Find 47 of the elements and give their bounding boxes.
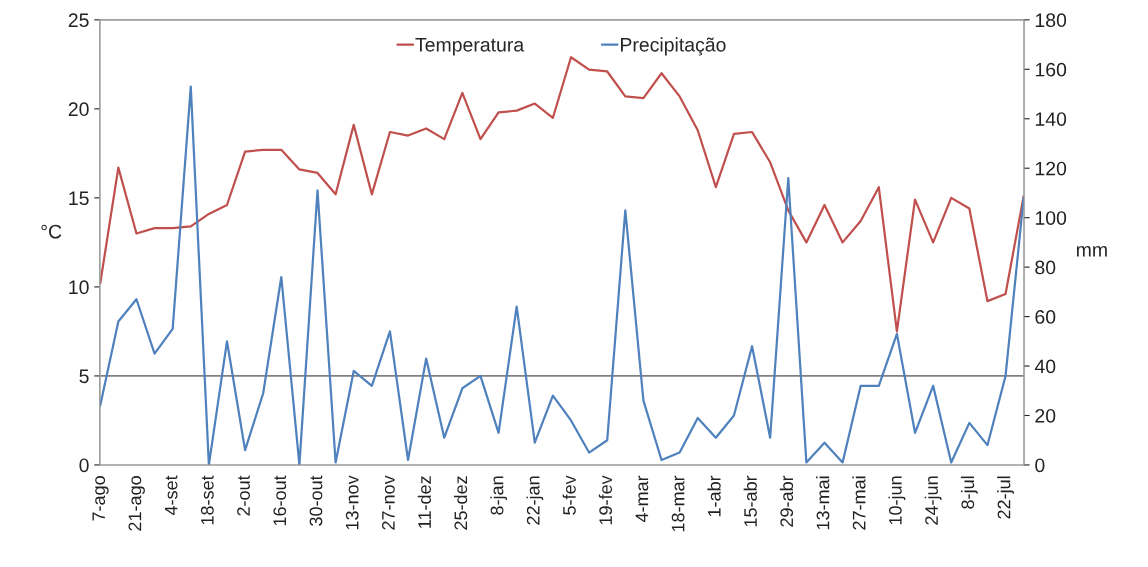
y2-tick-label: 160 bbox=[1035, 62, 1067, 77]
y-axis-title: °C bbox=[41, 224, 62, 239]
y2-tick-label: 140 bbox=[1035, 112, 1067, 126]
y-tick-label: 0 bbox=[79, 458, 89, 473]
x-tick-label: 19-fev bbox=[598, 475, 613, 525]
x-tick-label: 2-out bbox=[237, 475, 250, 516]
x-tick-label: 4-set bbox=[164, 475, 178, 516]
x-tick-label: 8-jan bbox=[490, 476, 507, 515]
x-tick-label: 18-set bbox=[200, 475, 214, 525]
x-tick-label: 22-jan bbox=[526, 476, 544, 525]
x-tick-label: 25-dez bbox=[453, 476, 468, 530]
y2-tick-label: 40 bbox=[1034, 359, 1056, 374]
x-tick-label: 16-out bbox=[273, 475, 287, 526]
y-tick-label: 10 bbox=[69, 280, 89, 295]
y-tick-label: 15 bbox=[69, 191, 89, 206]
x-tick-label: 4-mar bbox=[635, 475, 649, 523]
y2-tick-label: 80 bbox=[1035, 260, 1056, 275]
line-series bbox=[99, 56, 1025, 333]
x-tick-label: 15-abr bbox=[743, 475, 757, 527]
y2-tick-label: 0 bbox=[1035, 458, 1045, 473]
x-tick-label: 27-mai bbox=[852, 476, 866, 530]
x-tick-label: 22-jul bbox=[997, 476, 1014, 519]
y2-tick-label: 20 bbox=[1035, 408, 1056, 423]
x-tick-label: 29-abr bbox=[779, 475, 794, 527]
x-tick-label: 18-mar bbox=[671, 475, 685, 532]
y2-tick-label: 60 bbox=[1035, 310, 1056, 324]
x-tick-label: 1-abr bbox=[707, 475, 721, 517]
x-tick-label: 13-nov bbox=[345, 475, 359, 530]
y2-axis-title: mm bbox=[1076, 246, 1107, 257]
x-tick-label: 27-nov bbox=[382, 475, 395, 530]
x-tick-label: 8-jul bbox=[960, 476, 978, 509]
x-tick-label: 30-out bbox=[309, 475, 323, 526]
x-tick-label: 11-dez bbox=[417, 476, 431, 528]
y2-tick-label: 180 bbox=[1035, 13, 1067, 28]
y2-tick-label: 100 bbox=[1035, 211, 1067, 225]
y-tick-label: 20 bbox=[68, 102, 89, 117]
legend-label: Precipitação bbox=[621, 37, 726, 56]
x-tick-label: 21-ago bbox=[128, 476, 145, 531]
x-tick-label: 10-jun bbox=[888, 476, 906, 525]
legend-label: Temperatura bbox=[415, 38, 525, 56]
x-tick-label: 7-ago bbox=[92, 476, 109, 521]
y-tick-label: 25 bbox=[68, 13, 89, 28]
x-tick-label: 24-jun bbox=[924, 476, 942, 525]
y2-tick-label: 120 bbox=[1035, 161, 1067, 176]
x-tick-label: 13-mai bbox=[816, 476, 830, 530]
y-tick-label: 5 bbox=[79, 369, 89, 384]
x-tick-label: 5-fev bbox=[562, 475, 576, 515]
